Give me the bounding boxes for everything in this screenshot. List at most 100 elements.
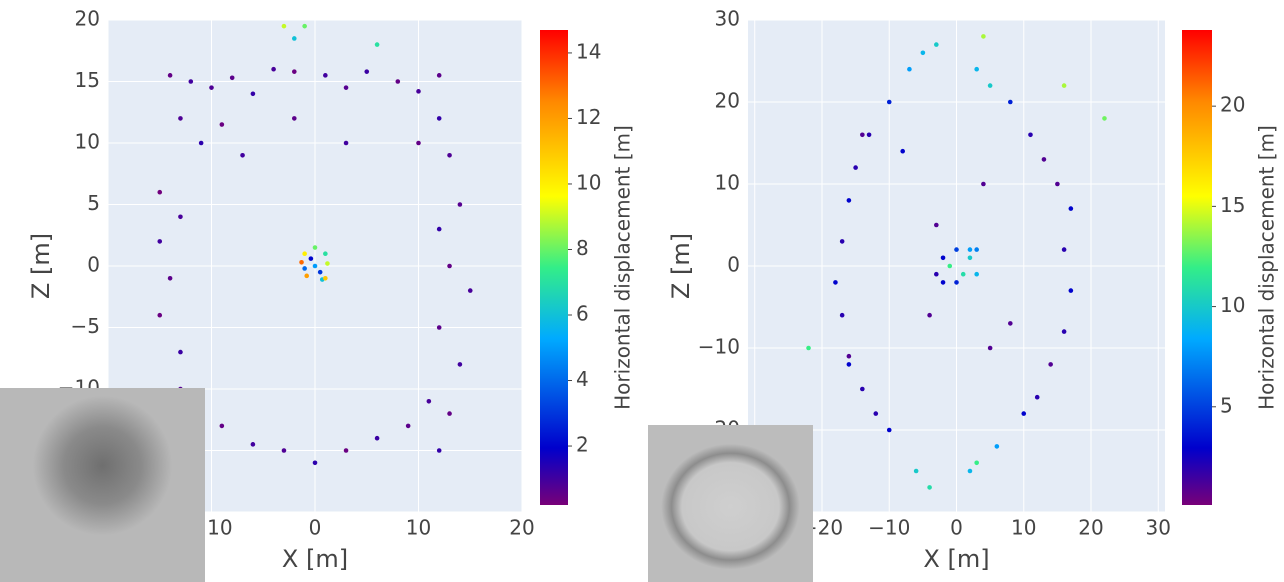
point [934,42,939,47]
point [323,251,328,256]
point [1069,288,1074,293]
point [437,325,442,330]
point [968,247,973,252]
y-tick-label: −5 [71,314,100,338]
point [981,34,986,39]
point [251,442,256,447]
point [934,223,939,228]
point [437,116,442,121]
point [468,288,473,293]
y-tick-label: 0 [727,253,740,277]
point [313,461,318,466]
point [847,198,852,203]
point [974,247,979,252]
colorbar-tick-label: 14 [576,39,601,63]
point [934,272,939,277]
colorbar-tick-label: 10 [1220,293,1245,317]
point [887,100,892,105]
point [921,51,926,56]
x-tick-label: 20 [509,516,534,540]
x-axis-title: X [m] [923,545,989,573]
point [157,313,162,318]
y-tick-label: 20 [75,7,100,31]
point [1069,206,1074,211]
point [1048,362,1053,367]
point [168,276,173,281]
x-tick-label: 10 [1011,516,1036,540]
point [1008,100,1013,105]
point [1028,133,1033,138]
y-tick-label: 20 [715,89,740,113]
point [860,387,865,392]
colorbar-title: Horizontal displacement [m] [611,125,635,410]
point [974,461,979,466]
colorbar-tick-label: 12 [576,105,601,129]
point [1062,247,1067,252]
point [1055,182,1060,187]
point [900,149,905,154]
point [199,141,204,146]
point [847,362,852,367]
y-tick-label: 30 [715,7,740,31]
point [853,165,858,170]
point [1062,329,1067,334]
x-tick-label: 0 [950,516,963,540]
point [344,448,349,453]
point [1042,157,1047,162]
point [974,67,979,72]
point [325,261,330,266]
point [833,280,838,285]
x-tick-label: 0 [309,516,322,540]
x-tick-label: 10 [406,516,431,540]
colorbar-tick-label: 6 [576,302,589,326]
point [313,264,318,269]
point [907,67,912,72]
y-tick-label: 15 [75,68,100,92]
point [299,260,304,265]
point [947,264,952,269]
point [240,153,245,158]
point [437,227,442,232]
point [416,141,421,146]
point [954,280,959,285]
point [447,153,452,158]
point [189,79,194,84]
y-tick-label: 5 [87,191,100,215]
y-axis-title: Z [m] [667,233,695,299]
y-tick-label: 10 [715,171,740,195]
point [1008,321,1013,326]
point [968,469,973,474]
x-tick-label: −10 [868,516,910,540]
point [375,42,380,47]
point [364,69,369,74]
point [282,448,287,453]
point [375,436,380,441]
point [427,399,432,404]
point [941,280,946,285]
point [282,24,287,29]
point [447,411,452,416]
point [209,85,214,90]
point [157,190,162,195]
point [437,73,442,78]
point [396,79,401,84]
point [323,276,328,281]
point [988,83,993,88]
point [178,350,183,355]
y-axis-title: Z [m] [27,233,55,299]
y-tick-label: 0 [87,253,100,277]
point [927,313,932,318]
point [302,24,307,29]
point [230,76,235,81]
point [961,272,966,277]
point [1062,83,1067,88]
point [447,264,452,269]
point [292,116,297,121]
point [914,469,919,474]
y-tick-label: 10 [75,130,100,154]
colorbar [1182,30,1212,505]
colorbar-tick-label: 2 [576,433,589,457]
inset-photo [648,425,813,582]
point [806,346,811,351]
